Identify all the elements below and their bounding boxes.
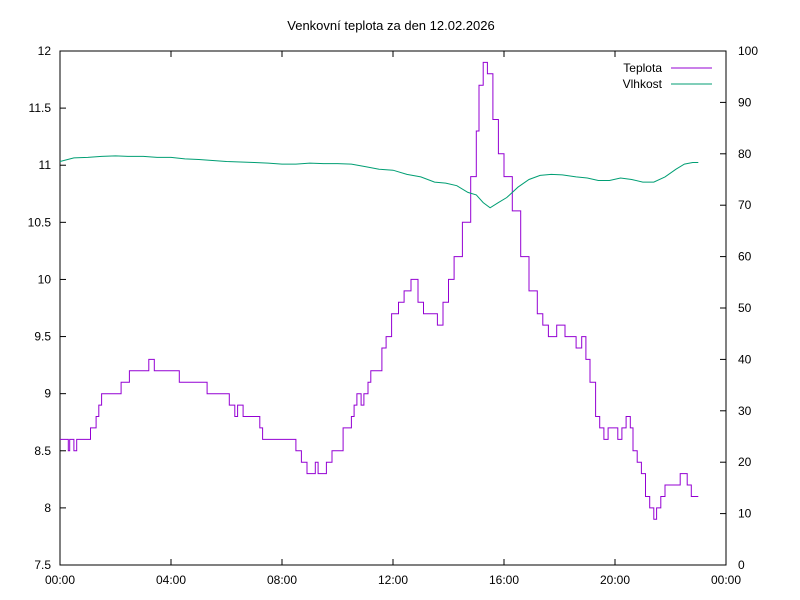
- y-right-tick-label: 30: [738, 404, 752, 418]
- y-right-tick-label: 10: [738, 507, 752, 521]
- y-left-tick-label: 12: [38, 44, 52, 58]
- chart-title: Venkovní teplota za den 12.02.2026: [287, 18, 494, 33]
- y-right-tick-label: 20: [738, 455, 752, 469]
- legend: Teplota Vlhkost: [623, 61, 712, 91]
- x-tick-label: 16:00: [489, 573, 519, 587]
- plot-frame: [59, 50, 727, 566]
- y-right-tick-label: 90: [738, 95, 752, 109]
- x-tick-label: 04:00: [156, 573, 186, 587]
- x-tick-label: 00:00: [45, 573, 75, 587]
- y-right-tick-label: 80: [738, 147, 752, 161]
- y-left-tick-label: 11: [39, 158, 52, 172]
- y-right-tick-label: 40: [738, 352, 752, 366]
- y-left-tick-label: 9: [44, 387, 51, 401]
- legend-label: Vlhkost: [623, 77, 663, 91]
- y-left-tick-label: 10: [38, 272, 52, 286]
- x-tick-label: 08:00: [267, 573, 297, 587]
- y-left-tick-label: 10.5: [28, 215, 52, 229]
- y-right-tick-label: 60: [738, 250, 752, 264]
- x-tick-label: 20:00: [600, 573, 630, 587]
- y-right-tick-label: 70: [738, 198, 752, 212]
- y-left-tick-label: 11.5: [29, 101, 52, 115]
- x-tick-label: 00:00: [711, 573, 741, 587]
- series-layer: [59, 61, 699, 520]
- y-right-tick-label: 50: [738, 301, 752, 315]
- y-left-tick-label: 7.5: [34, 558, 51, 572]
- series-line-teplota: [60, 61, 699, 520]
- series-line-vlhkost: [59, 155, 699, 209]
- x-tick-label: 12:00: [378, 573, 408, 587]
- y-right-tick-label: 0: [738, 558, 745, 572]
- y-left-tick-label: 8: [44, 501, 51, 515]
- legend-label: Teplota: [623, 61, 662, 75]
- y-left-tick-label: 9.5: [34, 330, 51, 344]
- y-left-tick-label: 8.5: [34, 444, 51, 458]
- axis-ticks: 7.5 8 8.5 9 9.5 10 10.5 11 11.5 12 0 10 20 30 40 50 60 70…: [28, 44, 759, 587]
- y-right-tick-label: 100: [738, 44, 758, 58]
